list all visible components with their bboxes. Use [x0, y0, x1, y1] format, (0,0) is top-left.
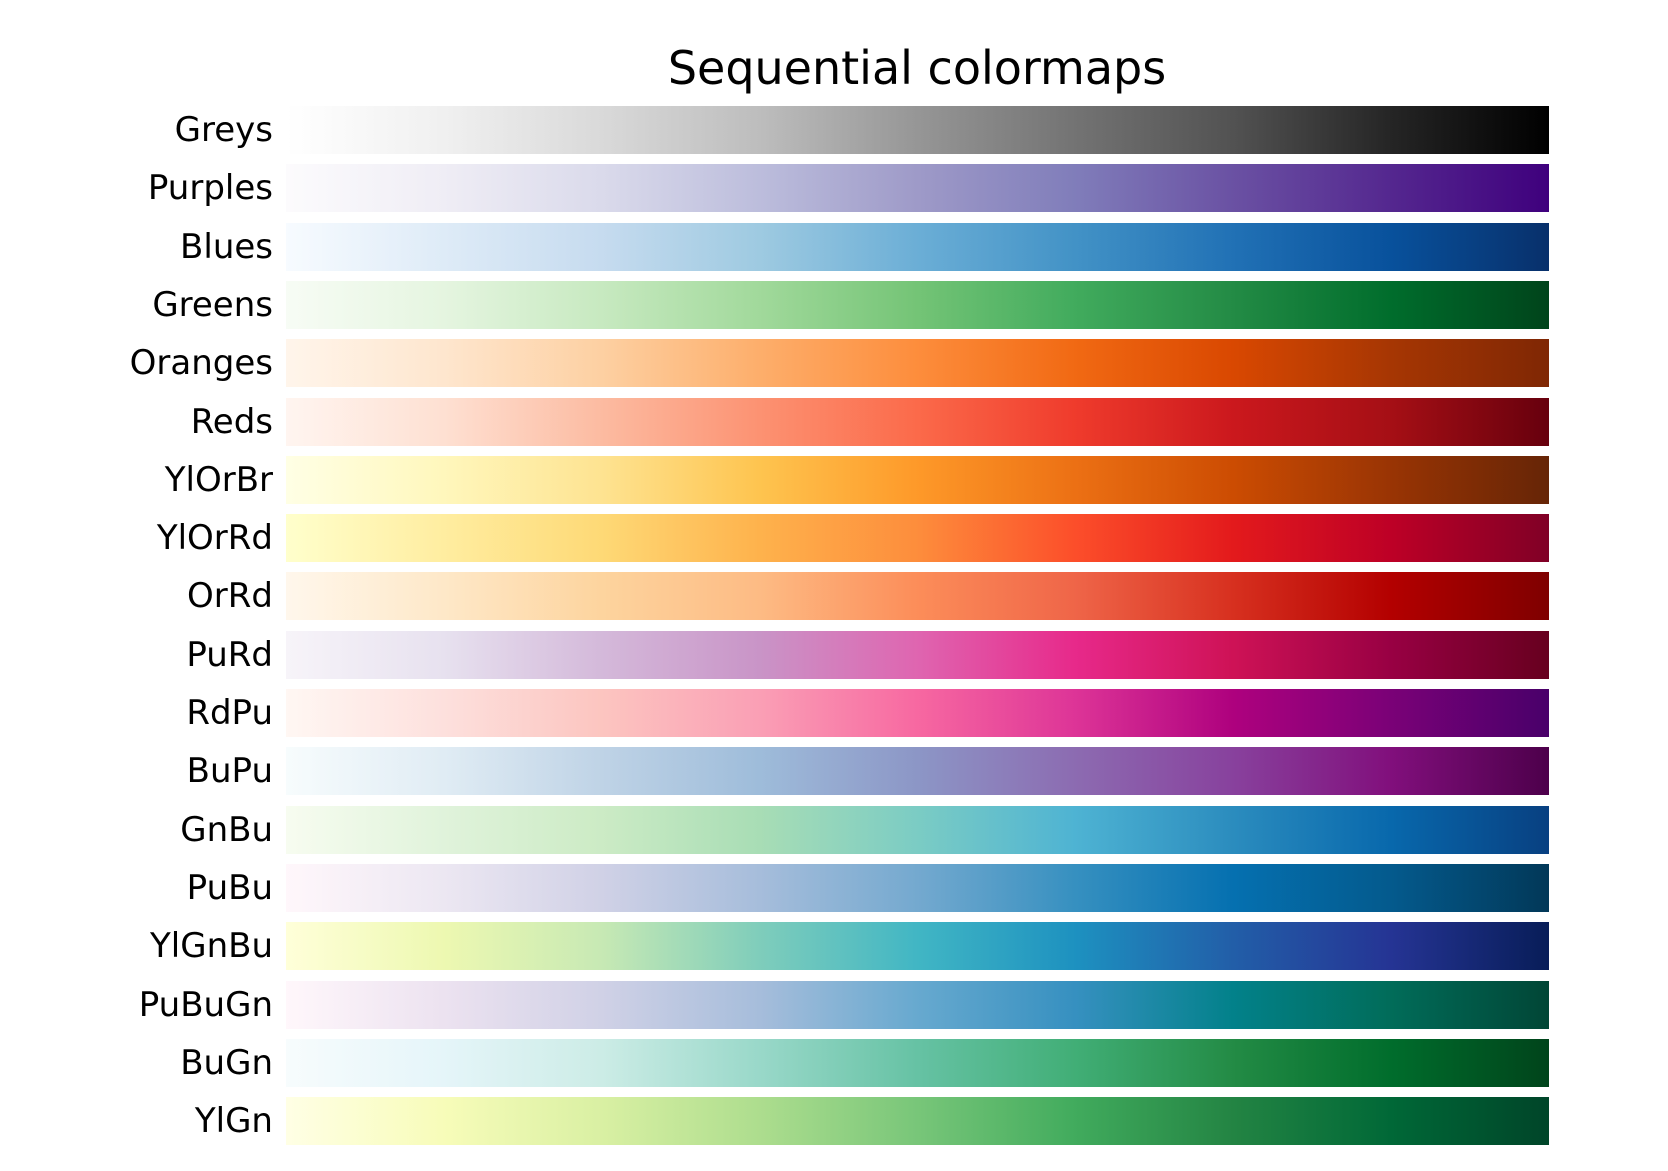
chart-title: Sequential colormaps [667, 41, 1167, 95]
colormap-label: RdPu [186, 693, 273, 733]
colormap-label: PuRd [186, 634, 273, 675]
colormap-row: YlGnBu [0, 922, 1668, 971]
colormap-gradient-bar [286, 747, 1549, 796]
colormap-row: BuGn [0, 1038, 1668, 1087]
colormap-row: YlGn [0, 1097, 1668, 1146]
colormap-gradient-bar [286, 980, 1549, 1029]
colormap-row: Purples [0, 164, 1668, 213]
colormap-label: GnBu [180, 809, 273, 850]
colormap-row: YlOrRd [0, 514, 1668, 563]
colormap-label: BuPu [186, 751, 273, 792]
colormap-row: PuBuGn [0, 980, 1668, 1029]
colormap-row: RdPu [0, 689, 1668, 737]
colormap-gradient-bar [286, 863, 1549, 912]
colormap-row: OrRd [0, 572, 1668, 621]
colormap-gradient-bar [286, 514, 1549, 563]
colormap-label: Blues [180, 226, 273, 267]
colormap-label: Purples [147, 168, 273, 209]
colormap-row: Greens [0, 280, 1668, 329]
colormap-label: Greys [174, 110, 273, 150]
colormap-row: BuPu [0, 747, 1668, 796]
colormap-label: PuBuGn [138, 984, 273, 1025]
colormap-gradient-bar [286, 689, 1549, 737]
colormap-row: Greys [0, 106, 1668, 154]
colormap-label: Reds [190, 401, 273, 442]
colormap-gradient-bar [286, 1097, 1549, 1146]
colormap-label: YlGnBu [150, 926, 273, 967]
colormap-gradient-bar [286, 106, 1549, 154]
colormap-label: YlOrRd [156, 518, 273, 559]
colormap-gradient-bar [286, 280, 1549, 329]
colormap-gradient-bar [286, 455, 1549, 504]
colormap-label: BuGn [180, 1042, 273, 1083]
colormap-gradient-bar [286, 1038, 1549, 1087]
colormap-row: PuBu [0, 863, 1668, 912]
colormap-row: Reds [0, 397, 1668, 446]
colormap-gradient-bar [286, 339, 1549, 388]
colormap-gradient-bar [286, 572, 1549, 621]
colormap-label: OrRd [187, 576, 273, 617]
colormap-row: Blues [0, 222, 1668, 271]
colormap-row: PuRd [0, 630, 1668, 679]
colormap-label: PuBu [186, 867, 273, 908]
colormap-row: GnBu [0, 805, 1668, 854]
colormap-gradient-bar [286, 397, 1549, 446]
colormap-gradient-bar [286, 630, 1549, 679]
colormap-row: YlOrBr [0, 455, 1668, 504]
colormap-label: Greens [152, 284, 273, 325]
colormap-gradient-bar [286, 222, 1549, 271]
colormap-row: Oranges [0, 339, 1668, 388]
colormap-gradient-bar [286, 922, 1549, 971]
colormap-label: YlGn [194, 1101, 273, 1142]
colormap-label: Oranges [129, 343, 273, 384]
colormap-gradient-bar [286, 164, 1549, 213]
colormap-label: YlOrBr [164, 459, 273, 500]
colormap-gradient-bar [286, 805, 1549, 854]
